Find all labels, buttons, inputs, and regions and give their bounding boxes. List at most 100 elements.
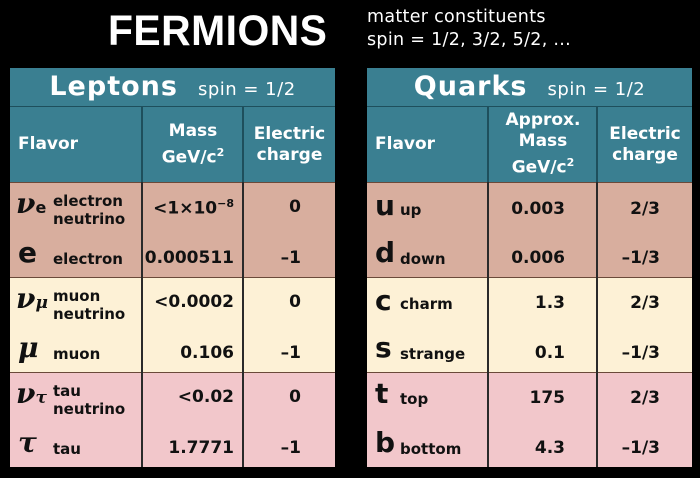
mass-header-line1: Mass	[518, 131, 568, 152]
column-header-flavor: Flavor	[18, 134, 79, 154]
column-header-charge: Electric charge	[244, 107, 335, 182]
table-row: νe electron neutrino <1×10−8 0	[10, 183, 335, 230]
particle-name: strange	[400, 345, 466, 363]
generation-3-band: ντ tau neutrino <0.02 0 τ tau 1.7771 –1	[10, 372, 335, 467]
table-row: b bottom 4.3 –1/3	[367, 420, 692, 467]
subtitle-line-1: matter constituents	[367, 7, 546, 27]
particle-name: tau neutrino	[53, 382, 126, 418]
generation-2-band: νμ muon neutrino <0.0002 0 μ muon 0.106 –…	[10, 277, 335, 372]
particle-mass: <0.02	[177, 387, 234, 407]
particle-name: electron	[53, 250, 123, 268]
header-divider	[596, 107, 598, 182]
particle-charge: –1	[280, 248, 301, 268]
particle-symbol: νe	[16, 187, 47, 220]
generation-1-band: νe electron neutrino <1×10−8 0 e electron…	[10, 182, 335, 277]
particle-mass: <0.0002	[154, 292, 234, 312]
particle-charge: –1/3	[621, 343, 660, 363]
particle-name: tau	[53, 440, 81, 458]
mass-header-unit: GeV/c	[511, 157, 567, 178]
particle-charge: 0	[289, 387, 301, 407]
particle-symbol: τ	[18, 426, 37, 459]
particle-symbol: ντ	[16, 377, 47, 410]
leptons-column-headers: Flavor Mass GeV/c2 Electric charge	[10, 107, 335, 182]
particle-charge: –1	[280, 343, 301, 363]
particle-name: bottom	[400, 440, 462, 458]
quarks-spin: spin = 1/2	[547, 79, 646, 100]
particle-symbol: μ	[18, 331, 39, 364]
column-divider	[141, 182, 143, 467]
column-header-mass: Mass GeV/c2	[143, 107, 243, 182]
particle-charge: –1/3	[621, 438, 660, 458]
particle-charge: 0	[289, 197, 301, 217]
particle-mass: <1×10−8	[153, 197, 234, 219]
particle-mass: 1.7771	[168, 438, 234, 458]
quarks-title: Quarks	[413, 71, 528, 102]
particle-mass: 4.3	[534, 438, 565, 458]
particle-symbol: s	[375, 331, 392, 364]
particle-name: up	[400, 201, 422, 219]
charge-header-line1: Electric	[609, 123, 681, 144]
quarks-column-headers: Flavor Approx. Mass GeV/c2 Electric charge	[367, 107, 692, 182]
particle-name: electron neutrino	[53, 192, 126, 228]
charge-header-line2: charge	[256, 144, 323, 165]
particle-name: down	[400, 250, 446, 268]
particle-charge: 2/3	[630, 199, 660, 219]
particle-symbol: e	[18, 236, 37, 269]
particle-mass: 0.106	[180, 343, 234, 363]
generation-2-band: c charm 1.3 2/3 s strange 0.1 –1/3	[367, 277, 692, 372]
particle-name: muon neutrino	[53, 287, 126, 323]
particle-name: muon	[53, 345, 101, 363]
particle-symbol: c	[375, 284, 392, 317]
particle-mass: 1.3	[534, 293, 565, 313]
particle-charge: –1/3	[621, 248, 660, 268]
particle-charge: –1	[280, 438, 301, 458]
column-header-mass: Approx. Mass GeV/c2	[489, 107, 597, 182]
header-divider	[242, 107, 244, 182]
table-row: t top 175 2/3	[367, 373, 692, 420]
particle-charge: 0	[289, 292, 301, 312]
page-title: FERMIONS	[108, 7, 328, 55]
column-divider	[242, 182, 244, 467]
particle-charge: 2/3	[630, 388, 660, 408]
particle-name: top	[400, 390, 429, 408]
page-subtitle: matter constituents spin = 1/2, 3/2, 5/2…	[367, 6, 571, 52]
leptons-table: Leptons spin = 1/2 Flavor Mass GeV/c2 Elec…	[10, 68, 335, 467]
table-row: μ muon 0.106 –1	[10, 325, 335, 372]
particle-mass: 0.006	[511, 248, 565, 268]
table-row: e electron 0.000511 –1	[10, 230, 335, 277]
table-row: u up 0.003 2/3	[367, 183, 692, 230]
particle-mass: 0.000511	[144, 248, 234, 268]
mass-header-unit: GeV/c	[161, 147, 217, 168]
particle-mass: 0.003	[511, 199, 565, 219]
generation-1-band: u up 0.003 2/3 d down 0.006 –1/3	[367, 182, 692, 277]
leptons-table-header: Leptons spin = 1/2	[10, 68, 335, 107]
particle-symbol: d	[375, 236, 396, 269]
mass-header-sup: 2	[216, 145, 225, 159]
table-row: νμ muon neutrino <0.0002 0	[10, 278, 335, 325]
column-divider	[596, 182, 598, 467]
particle-symbol: νμ	[16, 282, 48, 315]
table-row: ντ tau neutrino <0.02 0	[10, 373, 335, 420]
particle-mass: 175	[529, 388, 566, 408]
header-divider	[141, 107, 143, 182]
particle-name: charm	[400, 295, 453, 313]
charge-header-line2: charge	[612, 144, 678, 165]
particle-symbol: t	[375, 377, 389, 410]
table-row: τ tau 1.7771 –1	[10, 420, 335, 467]
particle-symbol: u	[375, 189, 395, 222]
table-row: c charm 1.3 2/3	[367, 278, 692, 325]
column-header-flavor: Flavor	[375, 134, 436, 154]
particle-charge: 2/3	[630, 293, 660, 313]
particle-symbol: b	[375, 426, 396, 459]
header-divider	[487, 107, 489, 182]
particle-mass: 0.1	[534, 343, 565, 363]
mass-header-line1: Mass	[168, 120, 218, 141]
generation-3-band: t top 175 2/3 b bottom 4.3 –1/3	[367, 372, 692, 467]
table-row: s strange 0.1 –1/3	[367, 325, 692, 372]
mass-header-line0: Approx.	[505, 110, 581, 131]
leptons-title: Leptons	[49, 71, 178, 102]
column-divider	[487, 182, 489, 467]
column-header-charge: Electric charge	[598, 107, 692, 182]
table-row: d down 0.006 –1/3	[367, 230, 692, 277]
quarks-table-header: Quarks spin = 1/2	[367, 68, 692, 107]
